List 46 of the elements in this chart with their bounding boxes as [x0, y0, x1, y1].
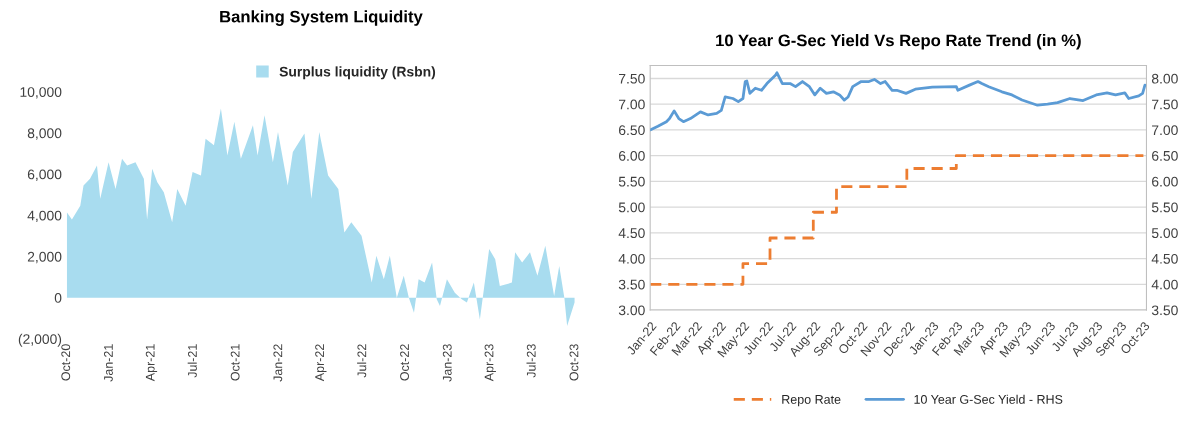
y-tick-label: 8,000 [27, 128, 62, 140]
y2-tick-label: 6.00 [1152, 176, 1178, 187]
line-series [650, 71, 1147, 132]
y-tick-label: 4.50 [618, 228, 645, 239]
y2-tick-label: 5.50 [1151, 202, 1178, 213]
chart-title: 10 Year G-Sec Yield Vs Repo Rate Trend (in %) [716, 34, 1081, 50]
y2-tick-label: 3.50 [1151, 305, 1178, 316]
y-tick-label: 7.00 [619, 99, 645, 110]
y2-tick-label: 5.00 [1151, 228, 1178, 239]
y2-tick-label: 6.50 [1152, 150, 1178, 161]
x-tick-label: Jul-22 [357, 344, 367, 378]
y-tick-label: 3.00 [618, 305, 645, 316]
y-tick-label: 0 [54, 292, 62, 303]
x-tick-label: Oct-22 [400, 344, 409, 381]
x-tick-label: Jan-23 [442, 344, 452, 382]
y-tick-label: 5.00 [618, 202, 645, 213]
y2-tick-label: 7.50 [1152, 99, 1178, 110]
y2-tick-label: 8.00 [1151, 73, 1178, 84]
y-tick-label: 2,000 [27, 251, 62, 264]
x-tick-label: Jan-22 [273, 344, 283, 382]
y2-tick-label: 4.50 [1151, 253, 1178, 264]
x-tick-label: Oct-23 [569, 344, 579, 381]
y2-tick-label: 7.00 [1152, 125, 1178, 136]
y-tick-label: 3.50 [618, 279, 645, 290]
x-tick-label: Jul-23 [526, 344, 536, 378]
x-tick-label: Apr-23 [484, 344, 496, 382]
y2-tick-label: 4.00 [1151, 279, 1178, 290]
y-tick-label: 7.50 [619, 73, 645, 84]
y-tick-label: 10,000 [20, 87, 62, 99]
legend-label: 10 Year G-Sec Yield - RHS [914, 394, 1063, 404]
x-tick-label: Apr-22 [315, 344, 327, 382]
y-tick-label: 5.50 [618, 176, 645, 187]
y-tick-label: (2,000) [18, 333, 62, 347]
y-tick-label: 6,000 [27, 169, 62, 181]
x-tick-label: Oct-21 [230, 344, 240, 381]
legend-label: Repo Rate [782, 395, 841, 407]
x-tick-label: Jul-21 [187, 344, 197, 378]
x-tick-label: Jan-21 [104, 344, 113, 382]
x-tick-label: Oct-20 [61, 344, 71, 381]
legend-label: Surplus liquidity (Rsbn) [279, 66, 436, 80]
y-tick-label: 6.50 [619, 125, 645, 136]
y-tick-label: 6.00 [619, 150, 645, 161]
x-tick-label: Apr-21 [145, 344, 158, 382]
chart-title: Banking System Liquidity [220, 10, 423, 26]
y-tick-label: 4.00 [618, 253, 645, 264]
y-tick-label: 4,000 [27, 210, 62, 223]
